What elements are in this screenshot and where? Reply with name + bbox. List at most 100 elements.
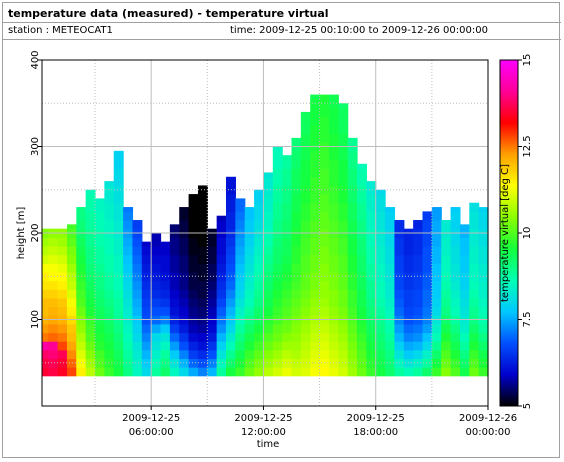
heatmap-cell [254, 211, 265, 221]
heatmap-cell [272, 159, 283, 169]
heatmap-cell [188, 263, 199, 273]
heatmap-cell [291, 349, 302, 360]
heatmap-cell [338, 289, 349, 299]
heatmap-cell [310, 107, 321, 117]
heatmap-cell [394, 349, 405, 360]
heatmap-cell [197, 358, 208, 368]
heatmap-cell [169, 245, 180, 256]
heatmap-cell [272, 176, 283, 187]
heatmap-cell [113, 159, 124, 169]
heatmap-cell [263, 306, 274, 316]
heatmap-cell [450, 306, 461, 316]
heatmap-cell [375, 245, 386, 256]
heatmap-cell [450, 297, 461, 308]
heatmap-cell [272, 367, 283, 377]
heatmap-cell [57, 289, 68, 299]
heatmap-cell [413, 289, 424, 299]
heatmap-cell [478, 220, 489, 230]
heatmap-cell [132, 332, 143, 342]
heatmap-cell [254, 263, 265, 273]
heatmap-cell [413, 332, 424, 342]
heatmap-cell [188, 211, 199, 221]
heatmap-cell [375, 323, 386, 334]
heatmap-cell [113, 297, 124, 308]
heatmap-cell [300, 245, 311, 256]
heatmap-cell [216, 254, 227, 264]
heatmap-cell [244, 341, 255, 351]
heatmap-cell [310, 289, 321, 299]
heatmap-cell [413, 280, 424, 290]
heatmap-cell [310, 341, 321, 351]
heatmap-cell [291, 168, 302, 178]
heatmap-cell [235, 220, 246, 230]
heatmap-cell [57, 367, 68, 377]
heatmap-cell [310, 168, 321, 178]
heatmap-cell [357, 280, 367, 290]
heatmap-cell [328, 289, 339, 299]
heatmap-cell [207, 297, 218, 308]
heatmap-cell [394, 341, 405, 351]
heatmap-cell [328, 124, 339, 135]
heatmap-cell [459, 367, 470, 377]
heatmap-cell [216, 341, 227, 351]
heatmap-cell [113, 306, 124, 316]
heatmap-cell [375, 358, 386, 368]
heatmap-cell [291, 237, 302, 247]
heatmap-cell [42, 254, 49, 264]
heatmap-cell [235, 280, 246, 290]
heatmap-cell [394, 280, 405, 290]
heatmap-cell [328, 94, 339, 100]
heatmap-cell [169, 289, 180, 299]
heatmap-cell [76, 263, 87, 273]
heatmap-cell [478, 306, 489, 316]
heatmap-cell [450, 254, 461, 264]
heatmap-cell [141, 241, 152, 247]
heatmap-cell [85, 254, 96, 264]
heatmap-cell [179, 358, 190, 368]
heatmap-cell [197, 289, 208, 299]
heatmap-cell [319, 332, 330, 342]
heatmap-cell [282, 155, 293, 161]
heatmap-cell [282, 280, 293, 290]
heatmap-cell [104, 245, 115, 256]
heatmap-cell [272, 332, 283, 342]
heatmap-cell [66, 341, 77, 351]
heatmap-cell [459, 224, 470, 230]
heatmap-cell [169, 332, 180, 342]
heatmap-cell [151, 367, 162, 377]
heatmap-cell [385, 280, 396, 290]
heatmap-cell [459, 297, 470, 308]
heatmap-cell [85, 220, 96, 230]
heatmap-cell [319, 133, 330, 143]
colorbar-tick-label: 10 [522, 227, 533, 240]
heatmap-cell [244, 289, 255, 299]
colorbar-label: temperature virtual [deg C] [500, 164, 511, 302]
heatmap-cell [459, 289, 470, 299]
heatmap-cell [85, 289, 96, 299]
colorbar-axis: 5 7.5 10 12.5 15 [518, 54, 533, 409]
heatmap-cell [123, 306, 134, 316]
heatmap-cell [300, 111, 311, 117]
heatmap-cell [431, 254, 442, 264]
heatmap-cell [282, 159, 293, 169]
heatmap-cell [48, 237, 59, 247]
heatmap-cell [254, 289, 265, 299]
heatmap-cell [123, 358, 134, 368]
heatmap-cell [366, 367, 377, 377]
heatmap-cell [300, 297, 311, 308]
heatmap-cell [357, 163, 367, 169]
heatmap-cell [310, 133, 321, 143]
heatmap-cell [422, 306, 433, 316]
heatmap-cell [179, 289, 190, 299]
heatmap-cell [235, 297, 246, 308]
heatmap-cell [431, 289, 442, 299]
heatmap-cell [338, 202, 349, 212]
heatmap-cell [291, 280, 302, 290]
y-tick-label: 100 [30, 310, 41, 329]
heatmap-cell [188, 254, 199, 264]
heatmap-cell [188, 280, 199, 290]
heatmap-cell [394, 306, 405, 316]
heatmap-cell [385, 323, 396, 334]
heatmap-cell [244, 349, 255, 360]
heatmap-cell [300, 124, 311, 135]
